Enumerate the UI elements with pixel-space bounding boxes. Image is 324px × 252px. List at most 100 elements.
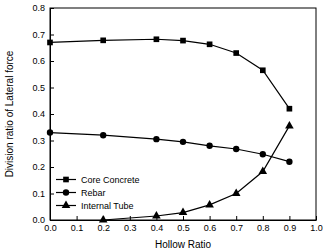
x-tick-label: 0.9 <box>284 223 297 233</box>
x-tick-label: 0.6 <box>204 223 217 233</box>
y-tick: 0.0 <box>32 215 54 225</box>
x-tick-label: 1.0 <box>310 223 323 233</box>
series-marker <box>233 50 239 56</box>
series-marker <box>179 208 188 215</box>
series-marker <box>153 136 159 142</box>
series-marker <box>233 146 239 152</box>
x-tick-mark <box>263 216 264 220</box>
x-tick: 0.1 <box>71 216 84 233</box>
legend-item: Core Concrete <box>56 175 140 185</box>
y-axis: 0.0 0.1 0.2 0.3 0.4 0.5 0.6 0.7 0.8 <box>32 3 54 225</box>
x-tick-label: 0.5 <box>177 223 190 233</box>
legend-label: Internal Tube <box>81 201 134 211</box>
x-tick-label: 0.2 <box>97 223 110 233</box>
y-tick: 0.1 <box>32 189 54 199</box>
x-axis-title: Hollow Ratio <box>155 239 212 250</box>
x-tick: 0.6 <box>204 216 217 233</box>
x-axis: 0.0 0.1 0.2 0.3 0.4 0.5 0.6 0.7 0.8 0.9 1.0 <box>44 216 323 233</box>
y-tick: 0.4 <box>32 109 54 119</box>
legend-label: Core Concrete <box>81 175 140 185</box>
series-marker <box>232 189 241 196</box>
plot-frame <box>50 8 316 220</box>
series-marker <box>180 38 186 44</box>
series-marker <box>47 129 53 135</box>
y-tick: 0.5 <box>32 83 54 93</box>
y-tick-label: 0.6 <box>32 56 45 66</box>
y-tick-mark <box>50 35 54 36</box>
x-tick-label: 0.0 <box>44 223 57 233</box>
series-marker <box>260 151 266 157</box>
legend-marker <box>62 201 71 208</box>
series-marker <box>154 36 160 42</box>
y-tick-label: 0.7 <box>32 30 45 40</box>
plot: 0.00.10.20.30.40.50.60.70.80.91.00.00.10… <box>32 3 322 233</box>
series-marker <box>100 38 106 44</box>
x-tick-mark <box>183 216 184 220</box>
series-line <box>50 133 289 162</box>
y-tick: 0.3 <box>32 136 54 146</box>
y-tick-mark <box>50 88 54 89</box>
chart: 0.00.10.20.30.40.50.60.70.80.91.00.00.10… <box>0 0 324 252</box>
y-axis-title: Division ratio of Lateral force <box>4 50 15 177</box>
x-tick: 1.0 <box>310 216 323 233</box>
series <box>47 36 292 111</box>
y-tick-mark <box>50 167 54 168</box>
y-tick-label: 0.4 <box>32 109 45 119</box>
y-tick-label: 0.3 <box>32 136 45 146</box>
x-tick: 0.7 <box>230 216 243 233</box>
series-marker <box>47 40 53 46</box>
x-tick: 0.9 <box>284 216 297 233</box>
series-marker <box>100 132 106 138</box>
series-marker <box>285 121 294 128</box>
x-axis-line <box>51 220 317 221</box>
x-tick-mark <box>210 216 211 220</box>
series-marker <box>152 211 161 218</box>
y-tick: 0.6 <box>32 56 54 66</box>
y-tick-mark <box>50 220 54 221</box>
y-tick-mark <box>50 194 54 195</box>
series-marker <box>207 41 213 47</box>
y-tick-label: 0.5 <box>32 83 45 93</box>
series-group <box>47 36 294 222</box>
legend-label: Rebar <box>81 188 106 198</box>
y-tick: 0.2 <box>32 162 54 172</box>
series-line <box>50 39 289 108</box>
x-tick-label: 0.4 <box>151 223 164 233</box>
series <box>47 129 293 165</box>
legend-item: Internal Tube <box>56 201 134 211</box>
legend: Core Concrete Rebar Internal Tube <box>56 175 140 211</box>
x-tick-label: 0.1 <box>71 223 84 233</box>
series-marker <box>206 143 212 149</box>
x-tick-mark <box>289 216 290 220</box>
x-tick-label: 0.3 <box>124 223 137 233</box>
y-tick: 0.7 <box>32 30 54 40</box>
series-marker <box>287 106 293 112</box>
x-tick-mark <box>77 216 78 220</box>
x-tick: 0.8 <box>257 216 270 233</box>
legend-item: Rebar <box>56 188 106 198</box>
x-tick: 0.2 <box>97 216 110 233</box>
y-tick-mark <box>50 141 54 142</box>
y-tick-label: 0.2 <box>32 162 45 172</box>
series-marker <box>99 215 108 222</box>
series-marker <box>286 159 292 165</box>
y-tick-label: 0.8 <box>32 3 45 13</box>
x-tick-mark <box>236 216 237 220</box>
series-marker <box>260 67 266 73</box>
y-tick-label: 0.1 <box>32 189 45 199</box>
legend-marker <box>63 177 69 183</box>
x-tick: 0.5 <box>177 216 190 233</box>
series-marker <box>259 167 268 174</box>
y-tick-mark <box>50 8 54 9</box>
y-tick-label: 0.0 <box>32 215 45 225</box>
x-tick-label: 0.7 <box>230 223 243 233</box>
series-marker <box>205 200 214 207</box>
x-tick-mark <box>316 216 317 220</box>
y-tick-mark <box>50 114 54 115</box>
legend-marker <box>63 189 69 195</box>
series-marker <box>180 139 186 145</box>
y-tick-mark <box>50 61 54 62</box>
x-tick-label: 0.8 <box>257 223 270 233</box>
x-tick: 0.4 <box>151 216 164 233</box>
y-tick: 0.8 <box>32 3 54 13</box>
